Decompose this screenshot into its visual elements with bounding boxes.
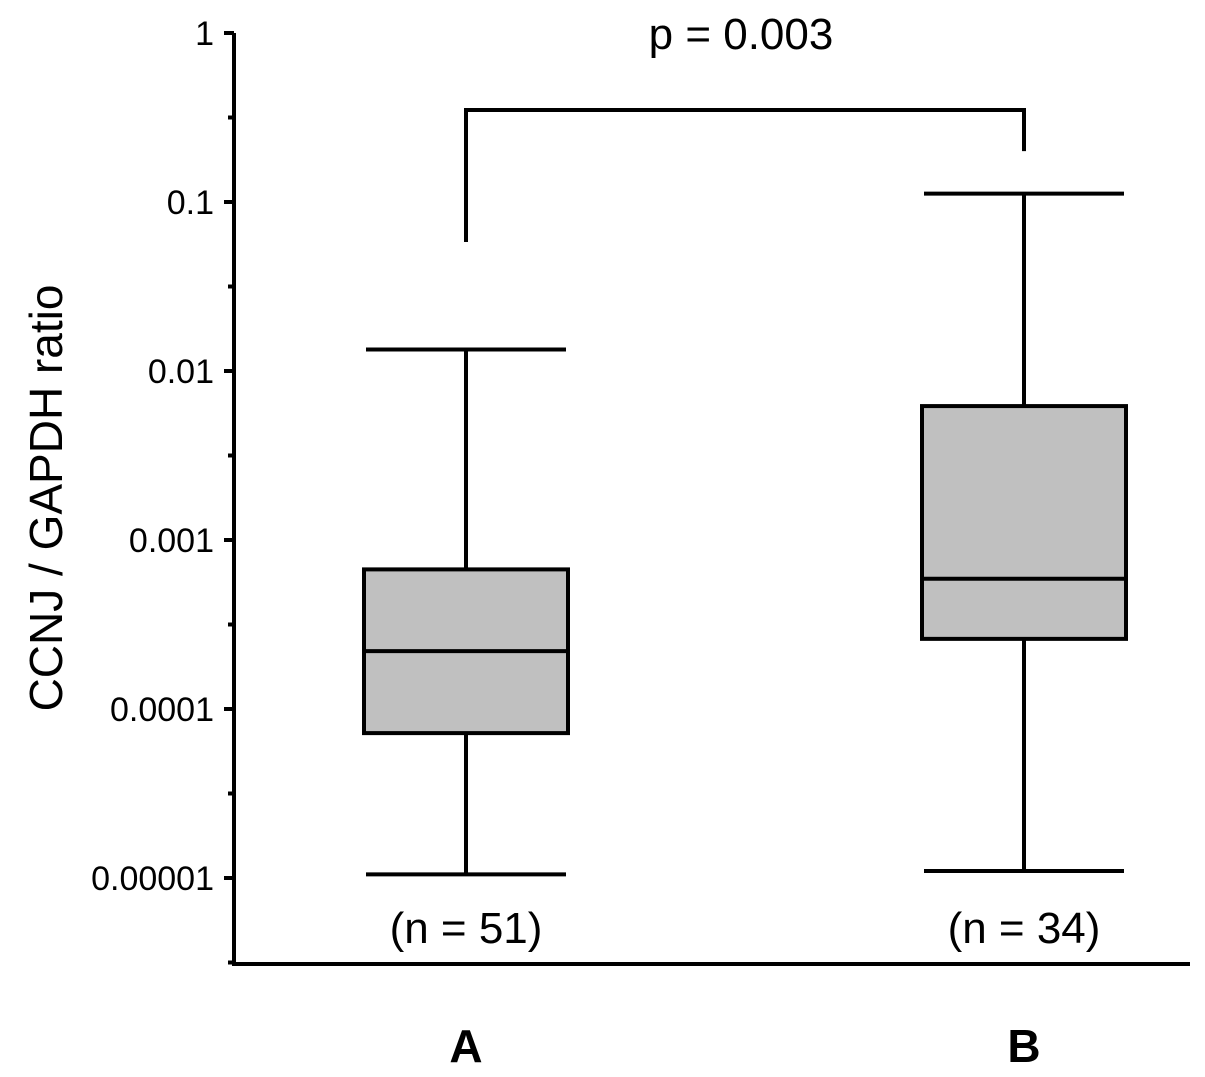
p-value-label: p = 0.003 <box>649 10 834 59</box>
sample-size-label: (n = 51) <box>390 904 543 953</box>
y-axis-label: CCNJ / GAPDH ratio <box>20 285 72 712</box>
y-tick-label: 0.00001 <box>91 860 214 898</box>
x-category-label: B <box>1007 1020 1040 1072</box>
sample-size-label: (n = 34) <box>948 904 1101 953</box>
y-tick-label: 0.001 <box>129 522 214 560</box>
significance-bracket: p = 0.003 <box>464 10 1026 242</box>
y-tick-label: 0.1 <box>167 184 214 222</box>
boxes: (n = 51) A (n = 34) B <box>362 191 1128 1072</box>
y-tick-label: 0.0001 <box>110 691 214 729</box>
y-tick-label: 0.01 <box>148 353 214 391</box>
bracket-line <box>464 108 1026 242</box>
x-category-label: A <box>449 1020 482 1072</box>
y-tick-label: 1 <box>195 15 214 53</box>
box-iqr <box>920 404 1128 641</box>
y-axis-ticks: 1 0.1 0.01 0.001 0.0001 0.00001 <box>91 15 234 965</box>
